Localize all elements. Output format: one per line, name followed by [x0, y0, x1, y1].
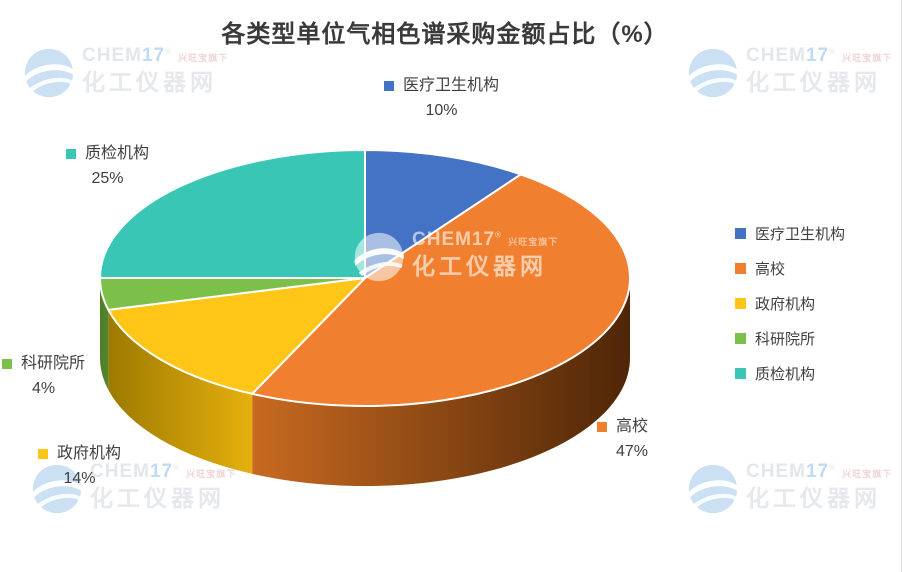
legend-label: 质检机构 [755, 366, 816, 383]
legend-item-quality-inspection[interactable]: 质检机构 [735, 356, 845, 391]
legend-label: 高校 [755, 261, 786, 278]
marker-government [38, 449, 48, 460]
legend-swatch [735, 228, 746, 239]
legend-label: 政府机构 [755, 296, 816, 313]
marker-quality-inspection [66, 149, 76, 160]
data-label-value: 10% [425, 101, 458, 119]
legend-item-research[interactable]: 科研院所 [735, 321, 845, 356]
marker-medical [384, 81, 394, 92]
data-label-name: 科研院所 [21, 355, 86, 372]
data-label-value: 14% [63, 469, 96, 487]
legend: 医疗卫生机构 高校 政府机构 科研院所 质检机构 [735, 216, 845, 391]
legend-item-university[interactable]: 高校 [735, 251, 845, 286]
data-label-value: 4% [31, 379, 56, 397]
pie-slice-政府机构[interactable] [107, 277, 366, 395]
legend-swatch [735, 368, 746, 379]
data-label-name: 医疗卫生机构 [403, 77, 500, 94]
legend-swatch [735, 333, 746, 344]
legend-item-medical[interactable]: 医疗卫生机构 [735, 216, 845, 251]
legend-label: 医疗卫生机构 [755, 226, 846, 243]
pie-slice-质检机构[interactable] [99, 149, 366, 279]
legend-item-government[interactable]: 政府机构 [735, 286, 845, 321]
legend-swatch [735, 263, 746, 274]
pie-slice-side-政府机构 [108, 309, 253, 474]
data-label-quality-inspection: 质检机构 25% [66, 142, 149, 192]
data-label-medical: 医疗卫生机构 10% [384, 74, 499, 124]
data-label-name: 高校 [616, 418, 649, 435]
marker-university [597, 422, 607, 433]
pie-slice-高校[interactable] [251, 173, 631, 407]
data-label-value: 47% [616, 442, 649, 460]
marker-research [2, 359, 12, 370]
pie-slice-医疗卫生机构[interactable] [364, 149, 522, 279]
legend-label: 科研院所 [755, 331, 816, 348]
data-label-value: 25% [91, 169, 124, 187]
pie-slice-side-高校 [252, 278, 630, 486]
data-label-name: 政府机构 [57, 445, 122, 462]
data-label-university: 高校 47% [597, 415, 648, 465]
legend-swatch [735, 298, 746, 309]
chart-title: 各类型单位气相色谱采购金额占比（%） [221, 21, 669, 48]
data-label-research: 科研院所 4% [2, 352, 85, 402]
data-label-name: 质检机构 [85, 145, 150, 162]
data-label-government: 政府机构 14% [38, 442, 121, 492]
